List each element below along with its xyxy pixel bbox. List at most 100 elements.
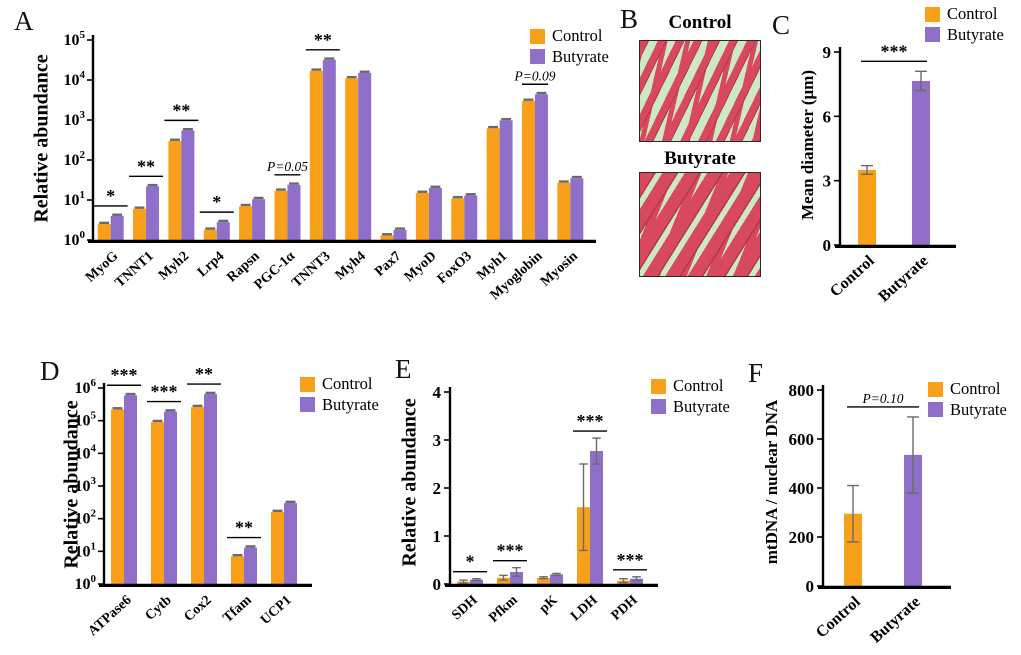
significance-mark: ***: [617, 550, 644, 570]
y-tick-label: 9: [823, 43, 832, 62]
bar-A-TNNT3-Butyrate: [322, 59, 336, 240]
x-category-label: Cytb: [143, 593, 175, 624]
significance-mark: P=0.10: [862, 391, 904, 406]
x-category-label: Butyrate: [867, 593, 923, 646]
y-tick-label: 800: [789, 381, 815, 400]
x-category-label: TNNT1: [113, 249, 157, 291]
bar-D-ATPase6-Butyrate: [124, 395, 137, 584]
panel-F-chart: 0 200 400 600 800 P=0.10 Control Butyrate: [789, 381, 951, 646]
x-category-label: Myosin: [538, 249, 581, 290]
x-category-label: PGC-1α: [252, 249, 299, 293]
y-tick-label: 103: [75, 475, 97, 495]
y-tick-label: 100: [64, 229, 86, 249]
bar-A-MyoG-Control: [97, 224, 111, 240]
bar-A-Myh4-Control: [345, 78, 359, 240]
legend-label-control: Control: [552, 26, 603, 45]
y-tick-label: 6: [823, 107, 832, 126]
panel-A-legend: Control Butyrate: [530, 26, 609, 65]
bar-A-Pax7-Control: [380, 235, 394, 240]
legend-label-butyrate: Butyrate: [322, 394, 379, 414]
panel-A: A Relative abundance 100 101 102 103 104 105 *…: [2, 2, 662, 349]
significance-mark: *: [466, 552, 475, 572]
legend-item-control: Control: [925, 4, 1004, 23]
control-color-swatch: [651, 378, 666, 394]
x-category-label: Myh4: [333, 249, 369, 284]
y-tick-label: 104: [75, 442, 97, 462]
legend-item-butyrate: Butyrate: [928, 401, 1007, 419]
bar-A-TNNT1-Control: [133, 208, 147, 240]
panel-A-chart: 100101102103104105******P=0.05**P=0.09My…: [64, 29, 596, 303]
legend-item-control: Control: [530, 26, 609, 45]
legend-item-butyrate: Butyrate: [651, 398, 730, 416]
significance-mark: **: [235, 518, 253, 538]
significance-mark: P=0.05: [266, 159, 308, 174]
panel-C: C Mean diameter (μm) 0 3 6 9 *** Control Butyr…: [765, 0, 1021, 350]
legend-label-control: Control: [322, 374, 373, 393]
bar-A-PGC-1α-Butyrate: [287, 184, 301, 240]
bar-A-Myosin-Butyrate: [570, 178, 584, 240]
panel-F-legend: Control Butyrate: [928, 380, 1007, 419]
bar-C-Butyrate: [912, 80, 930, 245]
bar-E-pK-Control: [537, 577, 550, 584]
significance-mark: **: [195, 364, 213, 384]
control-color-swatch: [928, 381, 943, 397]
bar-A-Myh2-Control: [168, 140, 182, 240]
y-tick-label: 3: [433, 431, 442, 450]
x-category-label: Tfam: [220, 593, 255, 626]
x-category-label: pK: [537, 593, 561, 617]
y-tick-label: 105: [64, 29, 86, 49]
y-tick-label: 102: [64, 149, 86, 169]
significance-mark: ***: [577, 411, 604, 431]
x-category-label: SDH: [449, 593, 481, 623]
control-color-swatch: [925, 6, 940, 22]
bar-A-Lrp4-Butyrate: [216, 222, 230, 240]
panel-D: D Relative abundance 100 101 102 103 104 105 1…: [28, 348, 388, 655]
histology-image-control: [639, 40, 761, 142]
y-tick-label: 104: [64, 69, 86, 89]
y-tick-label: 101: [64, 189, 86, 209]
bar-A-Myh4-Butyrate: [358, 72, 372, 240]
legend-item-control: Control: [928, 380, 1007, 398]
bar-A-TNNT3-Control: [309, 70, 323, 240]
significance-mark: P=0.09: [513, 68, 555, 83]
x-category-label: Control: [813, 593, 864, 641]
bar-C-Control: [858, 169, 876, 245]
x-category-label: TNNT3: [289, 249, 333, 291]
y-tick-label: 1: [433, 527, 442, 546]
significance-mark: ***: [881, 41, 908, 61]
significance-mark: **: [137, 156, 155, 176]
bar-A-Rapsn-Butyrate: [252, 199, 266, 240]
bar-D-Tfam-Control: [231, 556, 244, 584]
butyrate-color-swatch: [300, 397, 315, 413]
legend-item-control: Control: [300, 374, 379, 393]
panel-label-B: B: [620, 4, 639, 34]
bar-A-Rapsn-Control: [239, 206, 253, 240]
significance-mark: *: [212, 192, 221, 212]
bar-A-FoxO3-Control: [451, 198, 465, 240]
bar-D-Cytb-Butyrate: [164, 411, 177, 584]
panel-label-E: E: [395, 354, 412, 384]
y-tick-label: 103: [64, 109, 86, 129]
butyrate-color-swatch: [651, 399, 666, 415]
bar-D-Cytb-Control: [151, 422, 164, 584]
bar-F-Butyrate: [904, 454, 922, 586]
panel-E: E Relative abundance 0 1 2 3 4 * *** *** *** SDH P…: [388, 348, 730, 655]
y-tick-label: 4: [433, 383, 442, 402]
significance-mark: *: [106, 186, 115, 206]
x-category-label: Control: [827, 252, 878, 300]
x-category-label: FoxO3: [435, 249, 475, 287]
butyrate-color-swatch: [530, 49, 545, 65]
bar-A-Myosin-Control: [557, 182, 571, 240]
panel-label-C: C: [772, 10, 791, 40]
legend-label-control: Control: [947, 4, 998, 23]
panel-C-legend: Control Butyrate: [925, 4, 1004, 43]
bar-A-Myh1-Butyrate: [499, 120, 513, 240]
bar-E-SDH-Butyrate: [470, 579, 483, 584]
bar-E-PDH-Butyrate: [630, 578, 643, 584]
y-tick-label: 400: [789, 479, 815, 498]
bar-A-MyoD-Control: [415, 192, 429, 240]
y-tick-label: 200: [789, 528, 815, 547]
